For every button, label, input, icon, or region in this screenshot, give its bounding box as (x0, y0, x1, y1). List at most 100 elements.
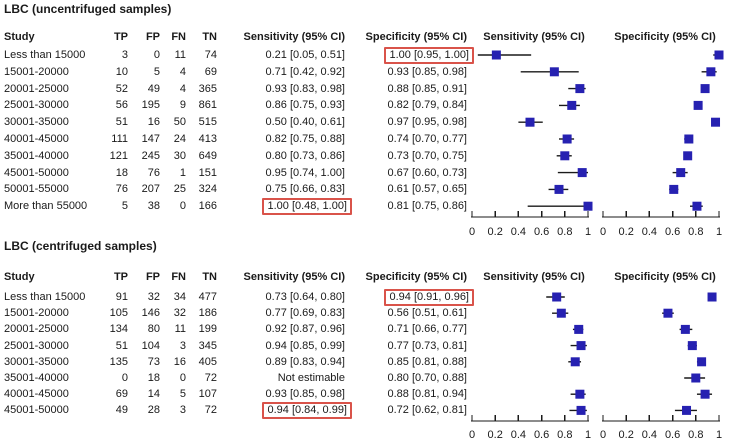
cell-tp: 3 (121, 49, 128, 61)
cell-fn: 50 (173, 116, 186, 129)
cell-sensitivity: 0.82 [0.75, 0.88] (265, 133, 345, 145)
cell-fp: 104 (141, 339, 160, 352)
plot-header-sensitivity: Sensitivity (95% CI) (483, 271, 585, 283)
cell-specificity: 0.93 [0.85, 0.98] (387, 65, 467, 78)
cell-fp: 76 (147, 166, 160, 179)
col-header-sensitivity: Sensitivity (95% CI) (243, 271, 345, 283)
forest-point (562, 134, 572, 144)
cell-study: 20001-25000 (4, 82, 69, 95)
cell-specificity: 0.81 [0.75, 0.86] (387, 200, 467, 213)
cell-study: 25001-30000 (4, 99, 69, 112)
table-row: 25001-30000 51 104 3 345 0.94 [0.85, 0.99] 0.7… (0, 338, 729, 354)
cell-sensitivity: 0.89 [0.83, 0.94] (265, 355, 345, 368)
axis-tick-label: 0.2 (488, 429, 503, 441)
col-header-tp: TP (113, 271, 128, 283)
cell-specificity: 0.88 [0.81, 0.94] (387, 388, 467, 401)
plot-header-specificity: Specificity (95% CI) (614, 31, 716, 43)
axis-tick-label: 0.4 (511, 226, 526, 238)
cell-specificity: 0.73 [0.70, 0.75] (387, 149, 467, 162)
table-row: 15001-20000 10 5 4 69 0.71 [0.42, 0.92] 0.93 [… (0, 64, 729, 80)
cell-study: 15001-20000 (4, 307, 69, 320)
cell-tn: 166 (198, 200, 217, 213)
forest-point (525, 117, 535, 127)
cell-tp: 52 (115, 82, 128, 95)
cell-tp: 69 (115, 388, 128, 401)
table-row: 20001-25000 134 80 11 199 0.92 [0.87, 0.96] 0.… (0, 321, 729, 337)
cell-fp: 245 (141, 149, 160, 162)
cell-specificity: 0.67 [0.60, 0.73] (387, 166, 467, 179)
cell-study: 35001-40000 (4, 149, 69, 162)
table-row: 45001-50000 49 28 3 72 0.94 [0.84, 0.99] 0.72 … (0, 402, 729, 420)
axis-tick-label: 0.6 (665, 226, 680, 238)
axis-tick-label: 0.8 (688, 429, 703, 441)
cell-fp: 73 (147, 355, 160, 368)
cell-fp: 5 (153, 65, 160, 78)
cell-study: 30001-35000 (4, 355, 69, 368)
axis-tick-label: 1 (716, 226, 722, 238)
col-header-study: Study (4, 271, 35, 283)
cell-fn: 0 (179, 372, 186, 384)
cell-study: 30001-35000 (4, 116, 69, 129)
cell-study: More than 55000 (4, 200, 88, 213)
col-header-specificity: Specificity (95% CI) (365, 31, 467, 43)
col-header-fp: FP (145, 31, 160, 43)
forest-point (700, 389, 710, 399)
cell-tn: 861 (198, 99, 217, 112)
forest-point (576, 405, 586, 415)
cell-specificity: 0.56 [0.51, 0.61] (387, 307, 467, 320)
table-row: 20001-25000 52 49 4 365 0.93 [0.83, 0.98] 0.88… (0, 81, 729, 97)
cell-tp: 76 (115, 183, 128, 196)
cell-study: Less than 15000 (4, 291, 86, 303)
cell-specificity: 0.72 [0.62, 0.81] (387, 404, 467, 417)
cell-tp: 51 (115, 116, 128, 129)
table-row: Less than 15000 3 0 11 74 0.21 [0.05, 0.51] 1.… (0, 47, 729, 64)
panel-title-uncentrifuged: LBC (uncentrifuged samples) (4, 2, 172, 16)
cell-tn: 107 (198, 388, 217, 401)
highlight-box: 1.00 [0.48, 1.00] (262, 198, 352, 216)
cell-study: 15001-20000 (4, 65, 69, 78)
cell-fn: 3 (179, 339, 186, 352)
forest-point (700, 84, 710, 94)
forest-point (697, 357, 707, 367)
cell-tn: 199 (198, 323, 217, 336)
forest-point (683, 151, 693, 161)
axis-tick-label: 1 (585, 226, 591, 238)
forest-point (687, 341, 697, 351)
cell-fp: 16 (147, 116, 160, 129)
cell-fn: 11 (174, 323, 186, 336)
col-header-sensitivity: Sensitivity (95% CI) (243, 31, 345, 43)
cell-sensitivity: 0.94 [0.84, 0.99] (225, 402, 352, 420)
cell-tn: 324 (198, 183, 217, 196)
axis-tick-label: 0 (600, 226, 606, 238)
cell-tp: 10 (115, 65, 128, 78)
axis-tick-label: 0.6 (534, 226, 549, 238)
forest-point (583, 201, 593, 211)
cell-study: 45001-50000 (4, 166, 69, 179)
forest-point (663, 308, 673, 318)
cell-study: 35001-40000 (4, 372, 69, 384)
cell-fn: 4 (179, 82, 186, 95)
cell-tp: 0 (121, 372, 128, 384)
cell-sensitivity: 0.86 [0.75, 0.93] (265, 99, 345, 112)
cell-specificity: 0.85 [0.81, 0.88] (387, 355, 467, 368)
forest-point (575, 389, 585, 399)
cell-tp: 5 (121, 200, 128, 213)
col-header-tn: TN (202, 271, 217, 283)
cell-specificity: 0.88 [0.85, 0.91] (387, 82, 467, 95)
cell-fp: 195 (141, 99, 160, 112)
panel-title-centrifuged: LBC (centrifuged samples) (4, 239, 157, 253)
table-header-row: Study TP FP FN TN Sensitivity (95% CI) Specifi… (0, 269, 729, 285)
forest-point (680, 324, 690, 334)
cell-tn: 649 (198, 149, 217, 162)
forest-point (556, 308, 566, 318)
col-header-fp: FP (145, 271, 160, 283)
col-header-fn: FN (171, 31, 186, 43)
table-row: 30001-35000 135 73 16 405 0.89 [0.83, 0.94] 0.… (0, 354, 729, 370)
forest-point (549, 67, 559, 77)
cell-fn: 4 (179, 65, 186, 78)
table-row: Less than 15000 91 32 34 477 0.73 [0.64, 0.80… (0, 289, 729, 306)
cell-fn: 34 (173, 291, 186, 303)
forest-point (682, 405, 692, 415)
cell-sensitivity: 1.00 [0.48, 1.00] (225, 198, 352, 216)
cell-fn: 9 (179, 99, 186, 112)
